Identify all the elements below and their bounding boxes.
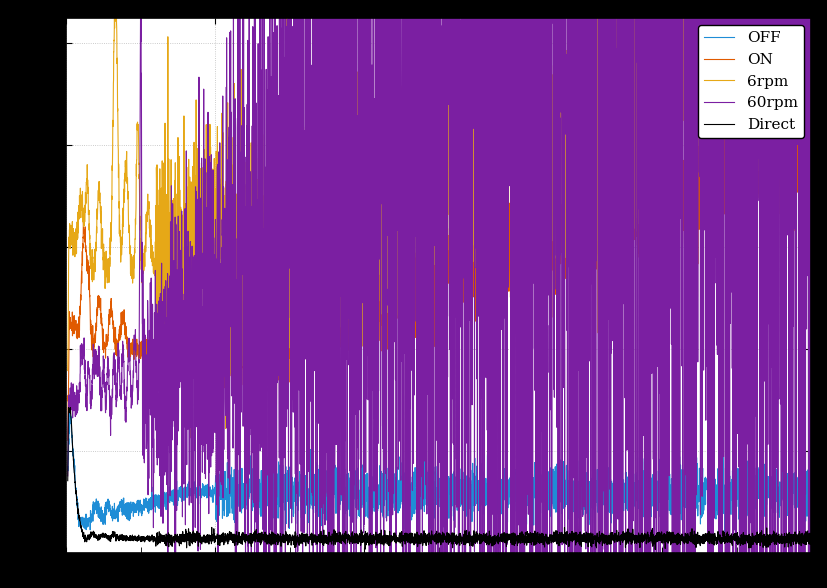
Direct — [65, 404, 75, 411]
Line: OFF: OFF — [68, 408, 810, 532]
OFF — [719, 528, 729, 535]
ON — [198, 366, 208, 373]
6rpm — [509, 79, 519, 86]
OFF — [347, 495, 356, 502]
6rpm — [63, 367, 73, 374]
Direct — [198, 535, 208, 542]
60rpm — [674, 24, 684, 31]
6rpm — [805, 243, 815, 250]
60rpm — [163, 549, 173, 556]
6rpm — [184, 434, 194, 441]
6rpm — [347, 243, 356, 250]
ON — [347, 320, 356, 328]
60rpm — [198, 345, 208, 352]
Direct — [617, 530, 627, 537]
ON — [673, 179, 683, 186]
6rpm — [617, 101, 627, 108]
60rpm — [805, 549, 815, 556]
OFF — [805, 489, 815, 496]
OFF — [673, 487, 683, 494]
Direct — [805, 538, 815, 545]
Line: Direct: Direct — [68, 407, 810, 549]
Line: 60rpm: 60rpm — [68, 0, 810, 553]
Direct — [63, 477, 73, 485]
OFF — [617, 482, 627, 489]
Direct — [546, 533, 556, 540]
Line: 6rpm: 6rpm — [68, 0, 810, 437]
ON — [805, 321, 815, 328]
Direct — [347, 534, 356, 542]
OFF — [63, 463, 73, 470]
6rpm — [674, 77, 684, 84]
OFF — [198, 490, 208, 497]
Direct — [509, 534, 519, 541]
ON — [508, 283, 518, 290]
ON — [765, 78, 775, 85]
OFF — [509, 504, 519, 511]
OFF — [65, 405, 74, 412]
Line: ON: ON — [68, 81, 810, 440]
Direct — [674, 531, 684, 538]
ON — [617, 214, 627, 221]
ON — [63, 437, 73, 444]
6rpm — [546, 203, 556, 210]
60rpm — [509, 549, 519, 556]
60rpm — [63, 472, 73, 479]
60rpm — [546, 549, 556, 556]
6rpm — [198, 213, 208, 220]
Direct — [649, 546, 659, 553]
OFF — [546, 501, 556, 508]
Legend: OFF, ON, 6rpm, 60rpm, Direct: OFF, ON, 6rpm, 60rpm, Direct — [697, 25, 803, 138]
ON — [546, 185, 556, 192]
